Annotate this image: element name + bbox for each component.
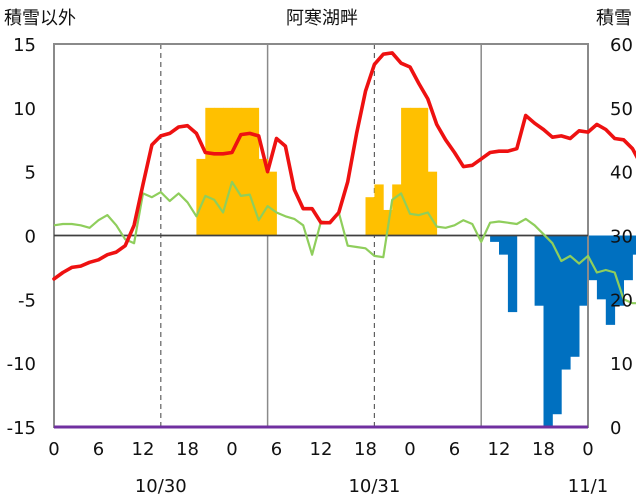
- snowfall-bar: [205, 107, 215, 236]
- snowfall-bar: [267, 171, 277, 236]
- left-tick-label: 0: [25, 227, 36, 248]
- chart-title: 阿寒湖畔: [286, 8, 358, 29]
- x-tick-label: 6: [449, 439, 460, 460]
- snow-decrease-bar: [507, 235, 518, 313]
- axes: [53, 43, 589, 429]
- day-label: 10/31: [348, 476, 400, 497]
- x-tick-label: 18: [176, 439, 199, 460]
- x-tick-label: 12: [132, 439, 155, 460]
- snow-decrease-bar: [579, 235, 589, 306]
- x-tick-label: 18: [354, 439, 377, 460]
- left-tick-label: 5: [25, 163, 36, 184]
- snowfall-bar: [365, 197, 375, 236]
- left-tick-label: 15: [13, 35, 36, 56]
- right-tick-labels: 60 50 40 30 20 10 0: [610, 35, 633, 439]
- x-tick-label: 6: [271, 439, 282, 460]
- snow-decrease-bars: [490, 235, 636, 427]
- left-tick-label: -10: [7, 354, 36, 375]
- snowfall-bar: [223, 107, 233, 236]
- snow-decrease-bar: [543, 235, 553, 427]
- snowfall-bar: [418, 107, 429, 236]
- right-tick-label: 30: [610, 227, 633, 248]
- snowfall-bar: [410, 107, 420, 236]
- snow-decrease-bar: [632, 235, 636, 255]
- day-label: 11/1: [568, 476, 608, 497]
- snowfall-bar: [232, 107, 242, 236]
- x-tick-label: 0: [48, 439, 59, 460]
- left-tick-label: -5: [18, 290, 36, 311]
- snowfall-bar: [427, 171, 438, 236]
- snow-decrease-bar: [614, 235, 624, 306]
- snow-decrease-bar: [588, 235, 598, 281]
- right-tick-label: 50: [610, 99, 633, 120]
- snow-decrease-bar: [605, 235, 616, 325]
- left-axis-label: 積雪以外: [4, 8, 76, 29]
- snow-decrease-bar: [623, 235, 633, 281]
- snow-decrease-bar: [490, 235, 500, 242]
- left-tick-label: -15: [7, 418, 36, 439]
- snowfall-bar: [374, 184, 384, 236]
- right-tick-label: 40: [610, 163, 633, 184]
- x-tick-label: 12: [488, 439, 511, 460]
- snow-decrease-bar: [561, 235, 571, 370]
- right-tick-label: 60: [610, 35, 633, 56]
- snowfall-bar: [240, 107, 251, 236]
- snow-decrease-bar: [570, 235, 580, 357]
- x-tick-label: 12: [310, 439, 333, 460]
- x-tick-label: 6: [93, 439, 104, 460]
- snowfall-bar: [401, 107, 411, 236]
- snow-decrease-bar: [534, 235, 544, 306]
- right-tick-label: 20: [610, 290, 633, 311]
- snowfall-bar: [196, 158, 206, 236]
- snow-decrease-bar: [552, 235, 562, 415]
- x-tick-label: 0: [582, 439, 593, 460]
- x-tick-label: 18: [532, 439, 555, 460]
- x-tick-labels: 0 6 12 18 0 6 12 18 0 6 12 18 0: [48, 439, 593, 460]
- day-labels: 10/30 10/31 11/1: [135, 476, 608, 497]
- x-tick-label: 0: [404, 439, 415, 460]
- snowfall-bar: [258, 158, 268, 236]
- right-axis-label: 積雪: [596, 8, 632, 29]
- snowfall-bar: [249, 107, 260, 236]
- snow-decrease-bar: [499, 235, 509, 255]
- snowfall-bar: [214, 107, 224, 236]
- snowfall-bar: [392, 184, 402, 236]
- snowfall-bars: [196, 107, 438, 236]
- temperature-line: [52, 51, 636, 281]
- right-tick-label: 0: [610, 418, 621, 439]
- series-lines: [52, 51, 636, 305]
- right-tick-label: 10: [610, 354, 633, 375]
- x-tick-label: 0: [226, 439, 237, 460]
- left-tick-label: 10: [13, 99, 36, 120]
- snow-decrease-bar: [596, 235, 607, 300]
- day-label: 10/30: [135, 476, 187, 497]
- left-tick-labels: 15 10 5 0 -5 -10 -15: [7, 35, 36, 439]
- green-series-line: [53, 180, 636, 305]
